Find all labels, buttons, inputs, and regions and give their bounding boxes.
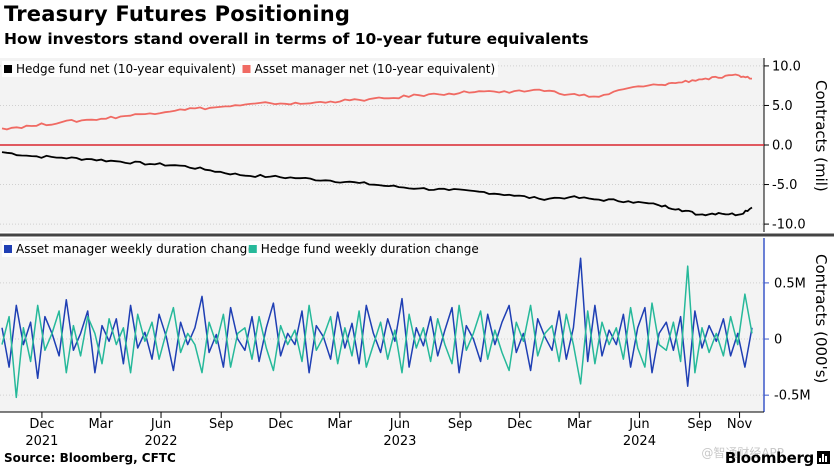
x-tick-month-label: Jun — [150, 417, 171, 432]
top-y-tick-label: 0.0 — [772, 139, 793, 154]
legend-asset-manager-weekly-swatch — [4, 245, 12, 253]
chart-subtitle: How investors stand overall in terms of … — [4, 30, 589, 48]
x-tick-month-label: Mar — [567, 417, 592, 432]
top-y-axis-label: Contracts (mil) — [812, 80, 830, 192]
x-tick-year-label: 2023 — [383, 434, 416, 449]
chart-title: Treasury Futures Positioning — [4, 2, 351, 26]
top-y-tick-label: 5.0 — [772, 99, 793, 114]
legend-hedge-fund-net-label: Hedge fund net (10-year equivalent) — [16, 62, 236, 76]
asset-manager-net-line — [1, 73, 752, 131]
x-tick-month-label: Mar — [89, 417, 114, 432]
source-note: Source: Bloomberg, CFTC — [4, 451, 176, 465]
x-tick-month-label: Sep — [209, 417, 234, 432]
bottom-y-axis-label: Contracts (000's) — [812, 254, 830, 383]
x-tick-year-label: 2022 — [144, 434, 177, 449]
x-tick-month-label: Jun — [389, 417, 410, 432]
x-tick-month-label: Nov — [727, 417, 753, 432]
x-tick-month-label: Mar — [327, 417, 352, 432]
bloomberg-chart-icon — [817, 451, 830, 464]
bottom-y-tick-label: 0.5M — [774, 276, 806, 291]
legend-bg — [240, 61, 498, 77]
x-tick-month-label: Sep — [687, 417, 712, 432]
legend-hedge-fund-net-swatch — [4, 65, 12, 73]
legend-asset-manager-net-label: Asset manager net (10-year equivalent) — [255, 62, 496, 76]
legend-hedge-fund-weekly-swatch — [248, 245, 257, 253]
top-y-tick-label: -5.0 — [772, 178, 797, 193]
x-tick-month-label: Jun — [628, 417, 649, 432]
top-y-tick-label: 10.0 — [772, 59, 801, 74]
bottom-panel-bg — [0, 238, 764, 412]
x-tick-month-label: Dec — [507, 417, 532, 432]
hedge-fund-weekly-line — [1, 265, 753, 399]
bloomberg-logo: Bloomberg — [724, 449, 814, 467]
top-y-tick-label: -10.0 — [772, 218, 806, 233]
x-tick-year-label: 2024 — [623, 434, 656, 449]
legend-bg — [2, 61, 241, 77]
bottom-y-tick-label: -0.5M — [774, 389, 811, 404]
asset-manager-weekly-line — [1, 257, 753, 387]
legend-asset-manager-net-swatch — [242, 65, 251, 73]
bottom-y-tick-label: 0 — [774, 333, 782, 348]
legend-bg — [2, 241, 247, 257]
x-tick-month-label: Sep — [448, 417, 473, 432]
x-tick-month-label: Dec — [268, 417, 293, 432]
x-tick-year-label: 2021 — [25, 434, 58, 449]
legend-bg — [246, 241, 473, 257]
x-tick-month-label: Dec — [29, 417, 54, 432]
legend-hedge-fund-weekly-label: Hedge fund weekly duration change — [261, 242, 479, 256]
legend-asset-manager-weekly-label: Asset manager weekly duration change — [16, 242, 255, 256]
hedge-fund-net-line — [1, 151, 753, 217]
watermark: @智通财经APP — [701, 446, 784, 460]
